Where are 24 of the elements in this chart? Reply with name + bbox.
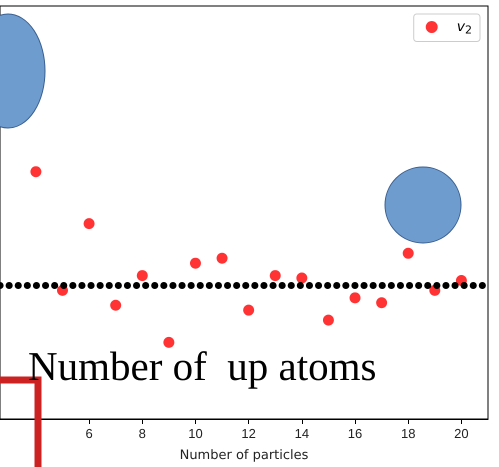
x-tick-label: 8 (138, 426, 146, 441)
point (270, 270, 281, 282)
point (30, 166, 42, 178)
point (163, 336, 174, 348)
x-tick-label: 6 (85, 426, 93, 441)
point (190, 258, 201, 269)
x-axis-title: Number of particles (180, 448, 309, 463)
x-tick-label: 20 (454, 426, 469, 441)
annotation: Number of up atoms (28, 343, 376, 389)
point (296, 272, 308, 284)
point (402, 248, 414, 259)
point (136, 270, 148, 282)
x-tick-label: 16 (348, 426, 362, 441)
point (110, 300, 122, 311)
x-tick-label: 12 (241, 426, 256, 441)
point (84, 218, 95, 230)
point (243, 304, 254, 316)
x-tick-label: 18 (400, 426, 416, 441)
x-tick-label: 10 (188, 426, 203, 441)
x-tick-label: 14 (294, 426, 310, 441)
point (376, 297, 388, 308)
point (322, 314, 334, 326)
point (350, 292, 361, 304)
point (216, 252, 228, 264)
